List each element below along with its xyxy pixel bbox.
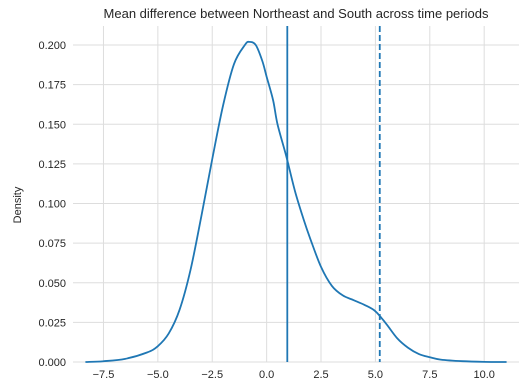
density-curve <box>85 40 507 363</box>
vertical-lines <box>286 26 381 362</box>
y-tick-label: 0.200 <box>38 40 66 52</box>
y-tick-label: 0.125 <box>38 159 66 171</box>
tick-labels: −7.5 −5.0 −2.5 0.0 2.5 5.0 7.5 10.0 0.000 0.025 0.… <box>38 40 494 381</box>
x-tick-label: −2.5 <box>201 369 223 381</box>
y-tick-label: 0.100 <box>38 199 66 211</box>
y-tick-label: 0.000 <box>38 357 66 369</box>
x-tick-label: 5.0 <box>368 369 383 381</box>
x-tick-label: 10.0 <box>473 369 494 381</box>
x-tick-label: 0.0 <box>259 369 274 381</box>
x-tick-label: −7.5 <box>93 369 115 381</box>
grid-lines <box>73 26 519 363</box>
y-axis-label: Density <box>12 186 24 223</box>
y-tick-label: 0.075 <box>38 238 66 250</box>
x-tick-label: −5.0 <box>147 369 169 381</box>
y-tick-label: 0.175 <box>38 80 66 92</box>
series-lines <box>85 40 507 363</box>
x-tick-label: 7.5 <box>422 369 437 381</box>
y-tick-label: 0.050 <box>38 278 66 290</box>
chart-title: Mean difference between Northeast and So… <box>104 6 489 21</box>
y-tick-label: 0.150 <box>38 119 66 131</box>
y-tick-label: 0.025 <box>38 317 66 329</box>
x-tick-label: 2.5 <box>313 369 328 381</box>
